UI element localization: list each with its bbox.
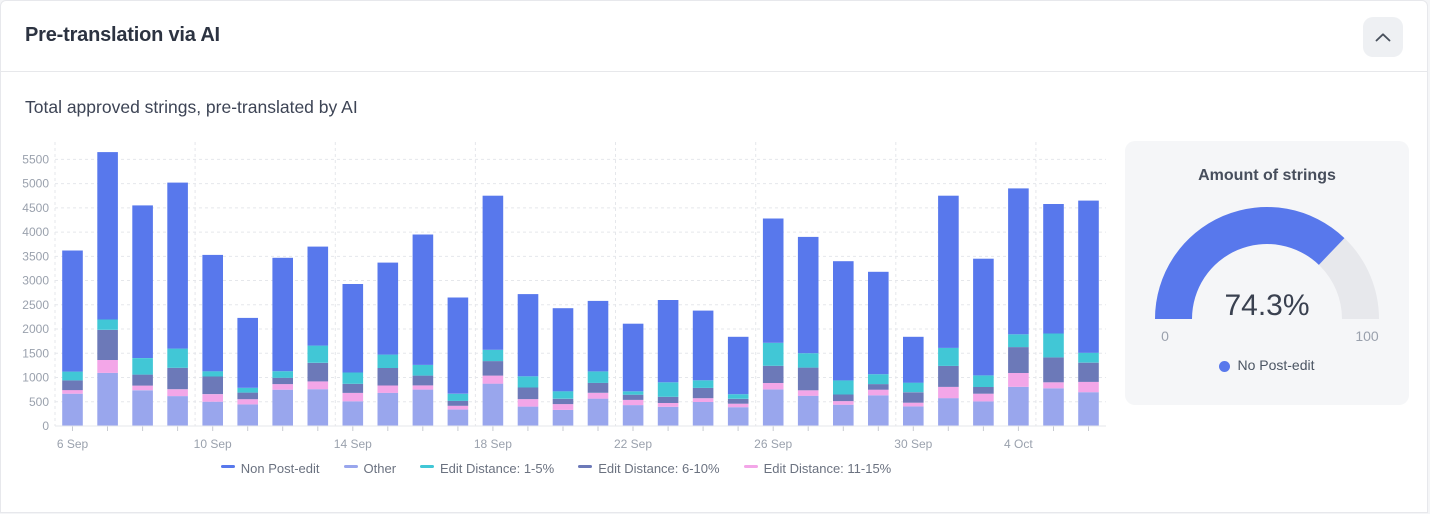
svg-text:6 Sep: 6 Sep [57, 437, 89, 451]
svg-text:18 Sep: 18 Sep [474, 437, 512, 451]
svg-text:74.3%: 74.3% [1224, 289, 1309, 322]
svg-text:100: 100 [1355, 328, 1379, 344]
svg-text:0: 0 [42, 419, 49, 433]
svg-text:1000: 1000 [22, 371, 49, 385]
svg-text:4 Oct: 4 Oct [1004, 437, 1033, 451]
svg-text:2500: 2500 [22, 298, 49, 312]
svg-text:4500: 4500 [22, 201, 49, 215]
svg-text:10 Sep: 10 Sep [194, 437, 232, 451]
svg-text:22 Sep: 22 Sep [614, 437, 652, 451]
svg-text:500: 500 [29, 395, 49, 409]
svg-text:5500: 5500 [22, 152, 49, 166]
svg-text:1500: 1500 [22, 346, 49, 360]
svg-text:2000: 2000 [22, 322, 49, 336]
svg-text:3500: 3500 [22, 249, 49, 263]
svg-text:0: 0 [1161, 328, 1169, 344]
svg-text:30 Sep: 30 Sep [894, 437, 932, 451]
svg-text:5000: 5000 [22, 177, 49, 191]
svg-text:3000: 3000 [22, 274, 49, 288]
svg-text:26 Sep: 26 Sep [754, 437, 792, 451]
svg-text:4000: 4000 [22, 225, 49, 239]
svg-text:14 Sep: 14 Sep [334, 437, 372, 451]
